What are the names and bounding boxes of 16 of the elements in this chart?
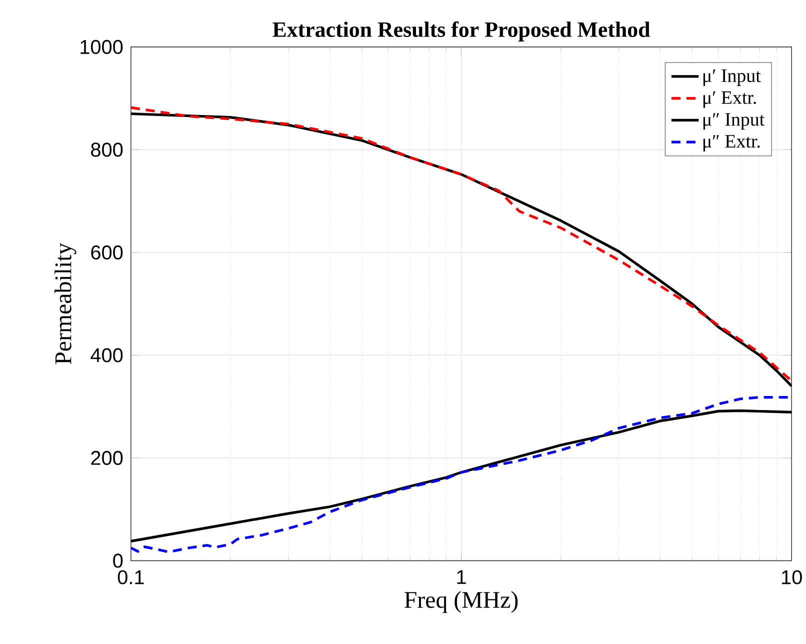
legend-label: μ′ Input	[703, 70, 761, 86]
y-tick-label: 0	[113, 554, 123, 568]
x-tick-label: 10	[782, 570, 802, 584]
x-axis-title: Freq (MHz)	[404, 591, 518, 613]
legend-label: μ″ Extr.	[703, 135, 760, 152]
y-axis-title: Permeability	[54, 243, 76, 364]
x-tick-label: 0.1	[118, 570, 144, 584]
y-tick-label: 200	[91, 451, 123, 466]
x-tick-label: 1	[457, 570, 466, 584]
y-tick-label: 400	[90, 348, 123, 362]
chart-title: Extraction Results for Proposed Method	[272, 22, 650, 42]
y-tick-label: 800	[91, 142, 123, 157]
y-tick-label: 600	[91, 246, 123, 260]
legend-label: μ″ Input	[703, 113, 765, 130]
y-tick-label: 1000	[80, 40, 123, 54]
legend-label: μ′ Extr.	[703, 92, 756, 108]
